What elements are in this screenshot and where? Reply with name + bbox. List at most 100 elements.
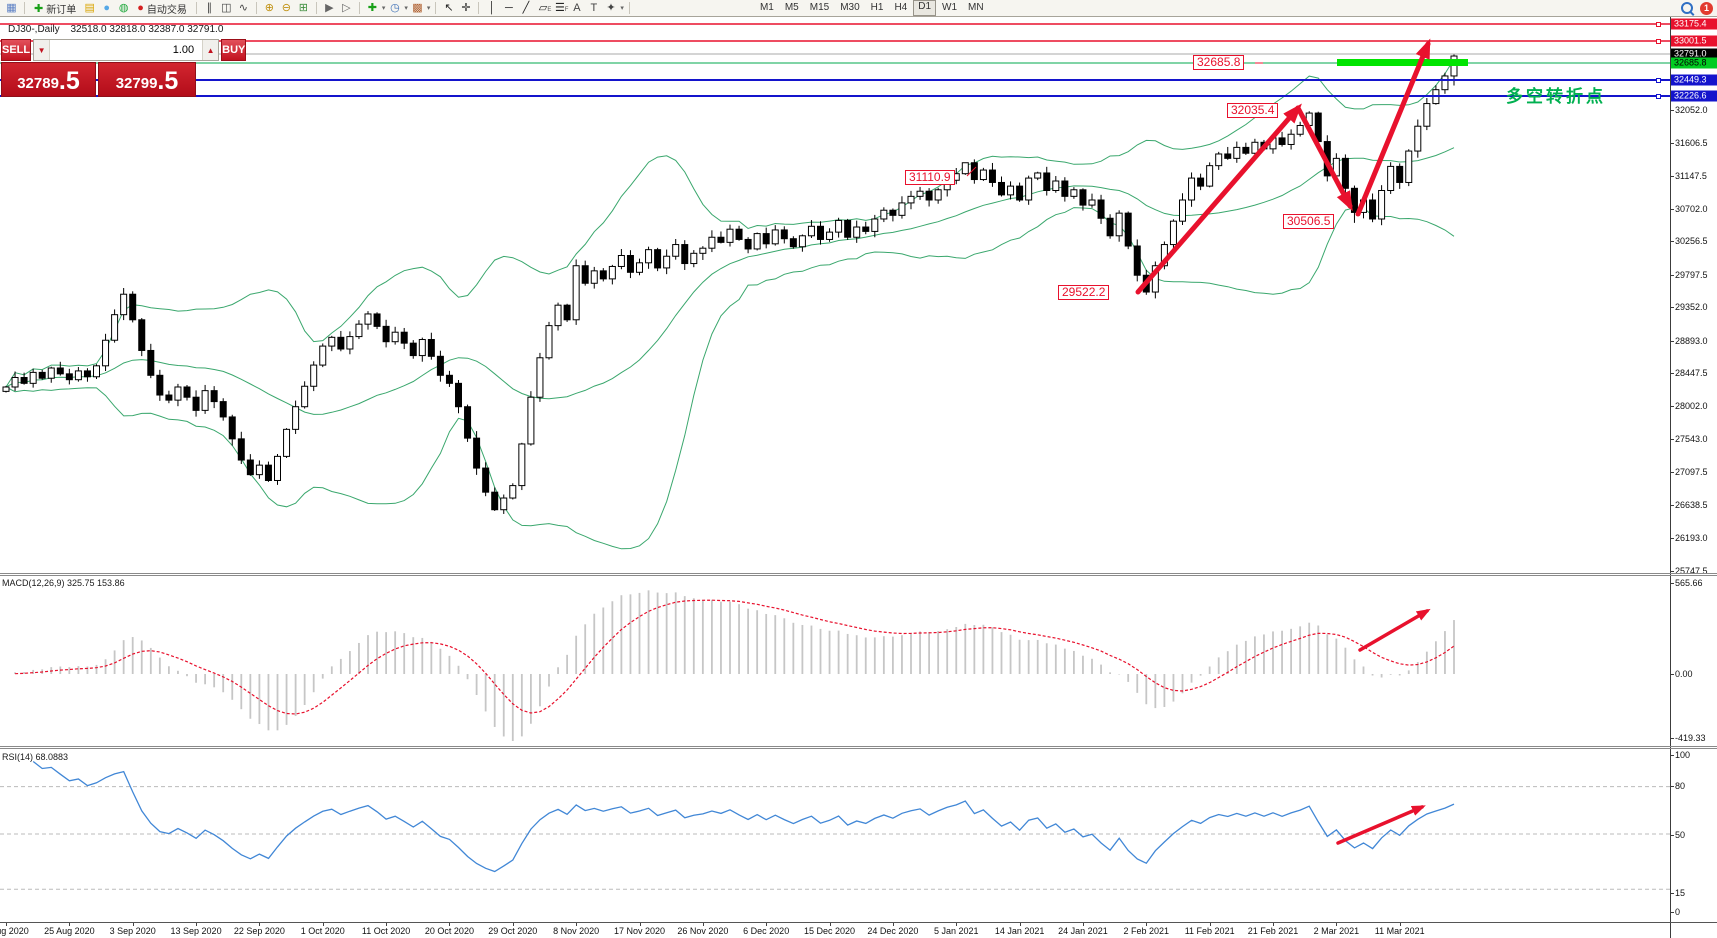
timeframe-button-m15[interactable]: M15 — [809, 2, 830, 13]
price-tick-mark — [1671, 208, 1674, 210]
bar-chart-type-icon[interactable]: ∥ — [206, 2, 213, 14]
zoom-in-icon[interactable]: ⊕ — [264, 2, 274, 14]
autotrading-button[interactable]: ● 自动交易 — [137, 2, 187, 16]
price-tick-mark — [1671, 340, 1674, 342]
date-tick-mark — [892, 923, 894, 926]
red-arrow[interactable] — [1336, 805, 1426, 845]
fibonacci-icon[interactable]: ☰ F — [554, 2, 569, 14]
price-tick: 28447.5 — [1675, 368, 1708, 379]
date-tick-mark — [259, 923, 261, 926]
timeframe-button-w1[interactable]: W1 — [942, 2, 958, 13]
panel-separator[interactable] — [0, 746, 1717, 747]
price-tick: 29352.0 — [1675, 302, 1708, 313]
line-handle[interactable] — [1656, 78, 1661, 83]
trendline-icon[interactable]: ╱ — [522, 2, 530, 14]
volume-input[interactable] — [50, 40, 203, 60]
date-tick-mark — [6, 923, 7, 926]
date-tick-mark — [1019, 923, 1021, 926]
templates-icon[interactable]: ▩ — [412, 2, 423, 14]
price-annotation[interactable]: 31110.9 — [905, 170, 955, 185]
panel-separator[interactable] — [0, 575, 1717, 576]
arrows-shapes-icon-caret[interactable]: ▾ — [620, 5, 624, 12]
timeframe-button-d1[interactable]: D1 — [913, 0, 937, 16]
cursor-icon[interactable]: ↖ — [444, 2, 454, 14]
red-arrow[interactable] — [1358, 608, 1431, 652]
sell-price-box[interactable]: 32789 .5 — [1, 62, 96, 97]
templates-icon-caret[interactable]: ▾ — [426, 5, 431, 12]
trend-arrows[interactable] — [966, 38, 1431, 845]
timeframe-button-m1[interactable]: M1 — [759, 2, 774, 13]
indicator-tick-mark — [1671, 755, 1674, 756]
auto-scroll-icon[interactable]: ▶ — [325, 2, 334, 14]
price-tick-mark — [1671, 439, 1674, 441]
red-arrow[interactable] — [1135, 103, 1302, 295]
red-arrow[interactable] — [1355, 38, 1431, 217]
periods-icon[interactable]: ◷ — [390, 2, 400, 14]
price-tick-mark — [1671, 241, 1674, 243]
crosshair-icon[interactable]: ✛ — [461, 2, 471, 14]
text-icon[interactable]: A — [573, 2, 581, 14]
indicator-tick: 15 — [1675, 888, 1686, 898]
volume-increase-button[interactable]: ▲ — [202, 40, 219, 60]
buy-button[interactable]: BUY — [221, 39, 247, 61]
autotrading-button-label: 自动交易 — [146, 4, 187, 16]
turning-point-note[interactable]: 多空转折点 — [1506, 87, 1606, 106]
indicators-add-icon-caret[interactable]: ▾ — [381, 5, 386, 12]
panel-separator[interactable] — [0, 573, 1717, 574]
notifications-icon[interactable]: 1 — [1700, 1, 1713, 15]
zoom-out-icon[interactable]: ⊖ — [281, 2, 291, 14]
timeframe-button-mn[interactable]: MN — [968, 2, 984, 13]
red-arrow[interactable] — [1295, 105, 1353, 212]
date-tick-mark — [956, 923, 958, 926]
arrows-shapes-icon[interactable]: ✦ — [606, 2, 616, 14]
tile-windows-icon[interactable]: ⊞ — [298, 2, 308, 14]
price-tick-mark — [1671, 505, 1674, 507]
text-label-icon[interactable]: T — [590, 2, 598, 14]
line-handle[interactable] — [1656, 22, 1661, 27]
line-handle[interactable] — [1656, 39, 1661, 44]
new-order-button-label: 新订单 — [46, 4, 77, 16]
new-order-button[interactable]: ✚ 新订单 — [34, 2, 77, 16]
history-center-icon[interactable]: ▤ — [84, 2, 95, 14]
price-tick: 26638.5 — [1675, 500, 1708, 511]
green-highlight-bar[interactable] — [1337, 59, 1468, 66]
vertical-line-icon[interactable]: │ — [488, 2, 496, 14]
toolbar-separator — [24, 2, 25, 14]
price-axis[interactable]: 32052.0 31606.5 31147.5 30702.0 30256.5 29797… — [1670, 17, 1717, 938]
sell-button[interactable]: SELL — [1, 39, 32, 61]
symbol-period-label: DJ30-,Daily — [8, 24, 60, 35]
community-icon[interactable]: ● — [103, 2, 111, 14]
price-annotation[interactable]: 29522.2 — [1058, 285, 1110, 300]
equidistant-channel-icon[interactable]: ▱ E — [538, 2, 552, 14]
date-label: 8 Nov 2020 — [553, 926, 600, 936]
date-axis[interactable]: 5 Aug 2020 25 Aug 2020 3 Sep 2020 13 Sep 20… — [0, 923, 1670, 938]
price-tick: 28893.0 — [1675, 335, 1708, 346]
search-icon[interactable] — [1679, 1, 1694, 15]
buy-price-box[interactable]: 32799 .5 — [98, 62, 196, 97]
date-label: 11 Feb 2021 — [1184, 926, 1235, 936]
panel-separator[interactable] — [0, 748, 1717, 749]
price-annotation[interactable]: 32685.8 — [1193, 55, 1245, 70]
date-label: 22 Sep 2020 — [233, 926, 285, 936]
date-label: 1 Oct 2020 — [300, 926, 345, 936]
price-annotation[interactable]: 32035.4 — [1227, 103, 1279, 118]
price-annotation[interactable]: 30506.5 — [1283, 214, 1335, 229]
timeframe-button-m30[interactable]: M30 — [840, 2, 860, 13]
volume-decrease-button[interactable]: ▼ — [34, 40, 51, 60]
price-tick-mark — [1671, 373, 1674, 375]
timeframe-button-h4[interactable]: H4 — [894, 2, 908, 13]
market-watch-icon[interactable]: ▦ — [6, 2, 17, 14]
date-label: 15 Dec 2020 — [804, 926, 856, 936]
candlestick-type-icon[interactable]: ◫ — [221, 2, 232, 14]
chart-shift-icon[interactable]: ▷ — [342, 2, 351, 14]
indicators-add-icon[interactable]: ✚ — [367, 2, 377, 14]
timeframe-button-m5[interactable]: M5 — [784, 2, 799, 13]
line-chart-type-icon[interactable]: ∿ — [238, 2, 248, 14]
price-tick-mark — [1671, 176, 1674, 178]
horizontal-line-icon[interactable]: ─ — [505, 2, 513, 14]
periods-icon-caret[interactable]: ▾ — [404, 5, 408, 12]
timeframe-button-h1[interactable]: H1 — [870, 2, 884, 13]
signals-icon[interactable]: ◍ — [118, 2, 129, 14]
line-handle[interactable] — [1656, 94, 1661, 99]
